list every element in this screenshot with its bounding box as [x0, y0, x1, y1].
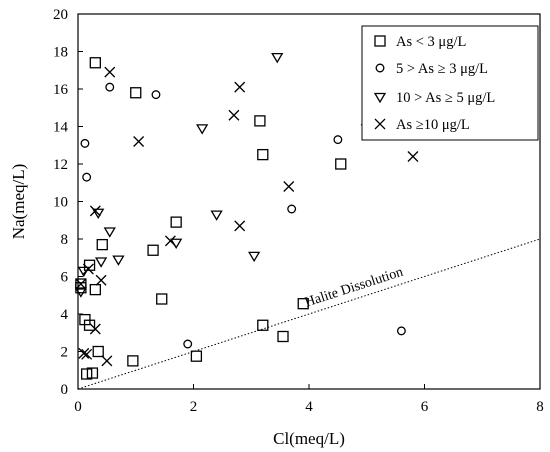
x-point [89, 205, 101, 217]
x-tick-label: 2 [190, 399, 198, 415]
circle-point [151, 90, 161, 100]
x-point [81, 348, 93, 360]
y-tick-label: 18 [53, 45, 68, 61]
x-point [89, 323, 101, 335]
reference-line-group: Halite Dissolution [77, 238, 541, 390]
circle-point [396, 326, 406, 336]
legend-label: As ≥10 μg/L [396, 117, 470, 133]
square-point [96, 238, 108, 251]
x-point [228, 109, 240, 121]
legend-label: As < 3 μg/L [396, 34, 466, 50]
y-tick-label: 8 [61, 232, 69, 248]
square-point [83, 319, 96, 331]
x-point [234, 81, 246, 93]
triangle-down-point [74, 287, 88, 298]
square-point [257, 319, 269, 331]
x-point [75, 278, 87, 290]
circle-point [333, 135, 343, 145]
y-tick-label: 14 [53, 120, 69, 136]
triangle-down-point [196, 124, 209, 135]
x-point [101, 355, 113, 367]
y-tick-label: 2 [61, 345, 69, 361]
y-tick-label: 16 [53, 82, 69, 98]
x-point [407, 151, 419, 162]
x-point [78, 347, 90, 359]
square-point [130, 87, 142, 99]
y-tick-label: 4 [61, 307, 69, 323]
triangle-down-point [103, 227, 116, 238]
legend: As < 3 μg/L 5 > As ≥ 3 μg/L 10 > As ≥ 5 μg… [361, 25, 539, 141]
circle-point [105, 82, 115, 92]
x-axis-title: Cl(meq/L) [273, 429, 345, 448]
y-tick-label: 0 [61, 382, 69, 398]
legend-x-icon [374, 118, 386, 130]
x-tick-label: 8 [536, 399, 544, 415]
square-point [92, 345, 104, 358]
halite-dissolution-line [77, 238, 541, 390]
halite-dissolution-label: Halite Dissolution [303, 265, 405, 311]
square-point [81, 368, 93, 380]
x-point [82, 263, 94, 275]
square-point [190, 350, 203, 362]
square-point [277, 330, 289, 343]
legend-triangle-down-icon [373, 92, 387, 104]
circle-point [82, 172, 92, 182]
triangle-down-point [271, 52, 284, 64]
square-point [127, 355, 139, 367]
x-tick-label: 6 [421, 399, 429, 415]
x-tick-label: 4 [305, 399, 313, 415]
x-point [234, 220, 246, 232]
triangle-down-point [248, 251, 261, 263]
square-point [147, 244, 159, 256]
y-tick-label: 6 [61, 270, 69, 286]
square-point [156, 293, 168, 305]
x-point [283, 181, 295, 192]
circle-point [287, 204, 297, 214]
legend-label: 10 > As ≥ 5 μg/L [396, 90, 495, 106]
square-point [254, 115, 266, 127]
square-point [297, 298, 309, 310]
legend-circle-icon [375, 63, 385, 73]
circle-point [183, 339, 193, 349]
axes: 0 2 4 6 8 0 2 4 6 8 10 12 14 16 18 20 Cl(meq/L) Na(meq/L) [9, 7, 544, 448]
square-point [86, 367, 99, 379]
y-axis-title: Na(meq/L) [9, 164, 28, 240]
square-point [89, 57, 101, 69]
legend-label: 5 > As ≥ 3 μg/L [396, 61, 488, 77]
x-point [104, 66, 116, 78]
x-point [95, 274, 107, 286]
legend-square-icon [374, 35, 386, 47]
x-point [164, 235, 176, 247]
square-point [335, 158, 347, 170]
y-tick-label: 10 [53, 195, 68, 211]
circle-point [80, 138, 90, 148]
legend-box [361, 25, 539, 141]
square-point [89, 283, 101, 296]
x-point [133, 136, 145, 147]
data-points [74, 52, 419, 380]
y-tick-label: 12 [53, 157, 68, 173]
triangle-down-point [92, 208, 105, 220]
triangle-down-point [210, 210, 223, 221]
square-point [170, 216, 182, 228]
x-tick-label: 0 [74, 399, 82, 415]
y-tick-label: 20 [53, 7, 68, 23]
triangle-down-point [94, 257, 108, 268]
square-point [257, 148, 269, 161]
triangle-down-point [112, 255, 125, 266]
